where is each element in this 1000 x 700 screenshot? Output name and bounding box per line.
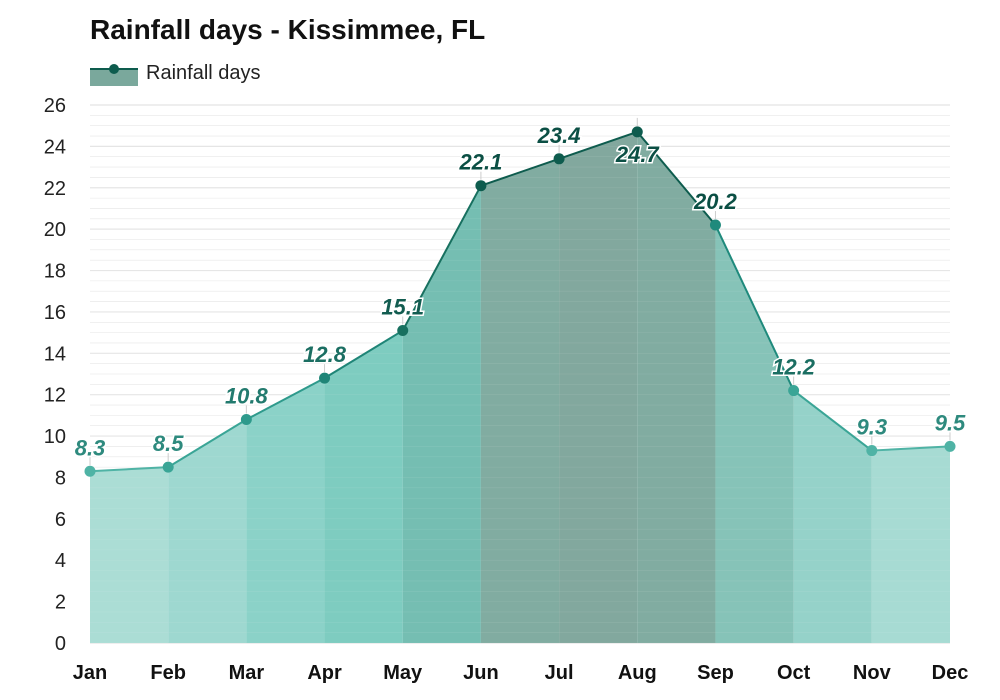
data-label-apr: 12.8 [303, 342, 347, 367]
y-tick-label: 14 [44, 343, 66, 365]
x-tick-label-nov: Nov [853, 662, 892, 684]
data-point-feb [162, 461, 174, 473]
y-tick-label: 18 [44, 261, 66, 283]
legend-swatch [90, 60, 138, 86]
data-point-aug [631, 126, 643, 138]
y-tick-label: 24 [44, 136, 66, 158]
series-line-segment [793, 389, 873, 452]
y-tick-label: 16 [44, 302, 66, 324]
series-line-segment [558, 130, 638, 160]
data-point-may [397, 325, 409, 337]
legend[interactable]: Rainfall days [90, 60, 261, 86]
area-band-oct [793, 390, 872, 643]
y-tick-label: 20 [44, 219, 66, 241]
area-band-may [402, 185, 481, 643]
y-tick-label: 6 [55, 509, 66, 531]
y-tick-label: 26 [44, 95, 66, 117]
area-band-jul [559, 131, 638, 643]
legend-label: Rainfall days [146, 61, 261, 84]
x-tick-label-jan: Jan [73, 662, 107, 684]
area-band-nov [871, 446, 950, 643]
series-line-segment [714, 224, 795, 391]
data-point-mar [240, 414, 252, 426]
x-tick-label-sep: Sep [697, 662, 734, 684]
area-band-sep [715, 225, 794, 643]
series-line-segment [245, 377, 326, 421]
legend-fill [90, 69, 138, 86]
y-tick-label: 8 [55, 467, 66, 489]
area-band-feb [168, 419, 247, 643]
data-label-mar: 10.8 [225, 384, 269, 409]
series-line-segment [89, 466, 169, 473]
data-label-jul: 23.4 [537, 123, 581, 148]
area-band-jan [90, 467, 169, 643]
legend-swatch-svg [90, 64, 138, 86]
x-tick-label-may: May [383, 662, 423, 684]
x-tick-label-jul: Jul [545, 662, 574, 684]
data-point-jun [475, 180, 487, 192]
data-point-apr [319, 372, 331, 384]
data-label-aug: 24.7 [615, 142, 661, 167]
data-point-sep [709, 219, 721, 231]
data-point-jul [553, 153, 565, 165]
y-tick-label: 2 [55, 592, 66, 614]
legend-marker [109, 64, 119, 74]
x-tick-label-mar: Mar [229, 662, 265, 684]
series-line-segment [636, 131, 717, 226]
data-label-sep: 20.2 [693, 189, 738, 214]
data-label-jun: 22.1 [458, 150, 502, 175]
area-band-jun [480, 158, 560, 644]
x-tick-label-dec: Dec [932, 662, 969, 684]
data-label-may: 15.1 [381, 295, 424, 320]
series-line-segment [480, 157, 560, 187]
y-tick-label: 10 [44, 426, 66, 448]
x-tick-label-aug: Aug [618, 662, 657, 684]
y-tick-label: 12 [44, 385, 66, 407]
area-band-apr [324, 330, 403, 643]
y-tick-label: 4 [55, 550, 66, 572]
area-band-mar [246, 378, 325, 643]
data-label-feb: 8.5 [153, 431, 184, 456]
y-tick-label: 22 [44, 178, 66, 200]
series-line-segment [871, 445, 951, 452]
data-point-oct [788, 385, 800, 397]
series-line-segment [167, 418, 247, 468]
series-line-segment [324, 329, 404, 379]
x-tick-label-apr: Apr [307, 662, 342, 684]
x-tick-label-jun: Jun [463, 662, 499, 684]
x-tick-label-feb: Feb [150, 662, 186, 684]
y-tick-label: 0 [55, 633, 66, 655]
data-label-oct: 12.2 [772, 355, 816, 380]
data-label-jan: 8.3 [75, 435, 106, 460]
chart-title: Rainfall days - Kissimmee, FL [90, 14, 486, 45]
data-point-nov [866, 445, 878, 457]
series-line-segment [401, 185, 482, 332]
data-point-jan [84, 465, 96, 477]
data-point-dec [944, 440, 956, 452]
area-band-aug [637, 131, 716, 643]
data-label-dec: 9.5 [935, 410, 966, 435]
x-tick-label-oct: Oct [777, 662, 811, 684]
data-label-nov: 9.3 [857, 415, 888, 440]
